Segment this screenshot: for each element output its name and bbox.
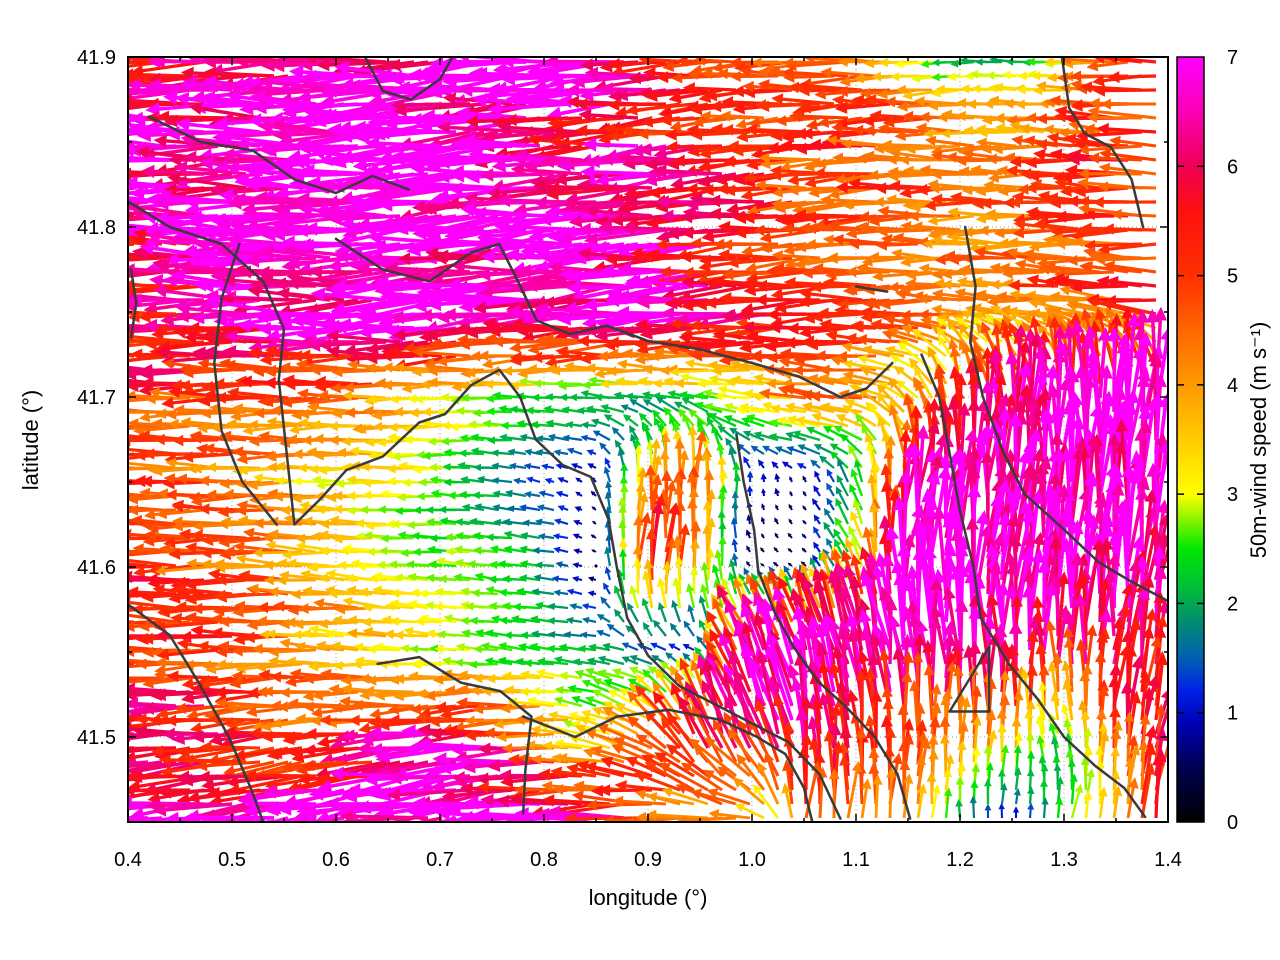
colorbar-tick-label: 0 [1227, 812, 1238, 834]
x-tick-label: 1.3 [1050, 849, 1078, 871]
colorbar-tick-label: 1 [1227, 703, 1238, 725]
colorbar: 0 1 2 3 4 5 6 7 [1176, 47, 1238, 834]
colorbar-label: 50m-wind speed (m s⁻¹) [1246, 322, 1271, 559]
colorbar-tick-label: 6 [1227, 156, 1238, 178]
colorbar-tick-label: 5 [1227, 266, 1238, 288]
y-tick-label: 41.9 [77, 47, 116, 69]
y-axis-label: latitude (°) [18, 390, 43, 491]
x-tick-label: 1.2 [946, 849, 974, 871]
x-tick-label: 0.6 [322, 849, 350, 871]
y-tick-label: 41.7 [77, 387, 116, 409]
contour-lines [128, 57, 1168, 822]
axes: 0.4 0.5 0.6 0.7 0.8 0.9 1.0 1.1 1.2 1.3 1.4 41.5 41.… [77, 47, 1182, 871]
colorbar-tick-label: 3 [1227, 484, 1238, 506]
y-tick-label: 41.6 [77, 557, 116, 579]
x-tick-label: 1.0 [738, 849, 766, 871]
x-tick-label: 1.1 [842, 849, 870, 871]
wind-arrows [128, 57, 1168, 822]
x-tick-label: 0.9 [634, 849, 662, 871]
colorbar-tick-label: 2 [1227, 593, 1238, 615]
colorbar-tick-label: 7 [1227, 47, 1238, 69]
x-tick-label: 0.4 [114, 849, 142, 871]
x-axis-label: longitude (°) [589, 885, 708, 910]
x-tick-label: 0.5 [218, 849, 246, 871]
y-tick-label: 41.8 [77, 217, 116, 239]
x-tick-label: 0.8 [530, 849, 558, 871]
x-tick-label: 0.7 [426, 849, 454, 871]
y-tick-label: 41.5 [77, 727, 116, 749]
x-tick-label: 1.4 [1154, 849, 1182, 871]
colorbar-tick-label: 4 [1227, 375, 1238, 397]
